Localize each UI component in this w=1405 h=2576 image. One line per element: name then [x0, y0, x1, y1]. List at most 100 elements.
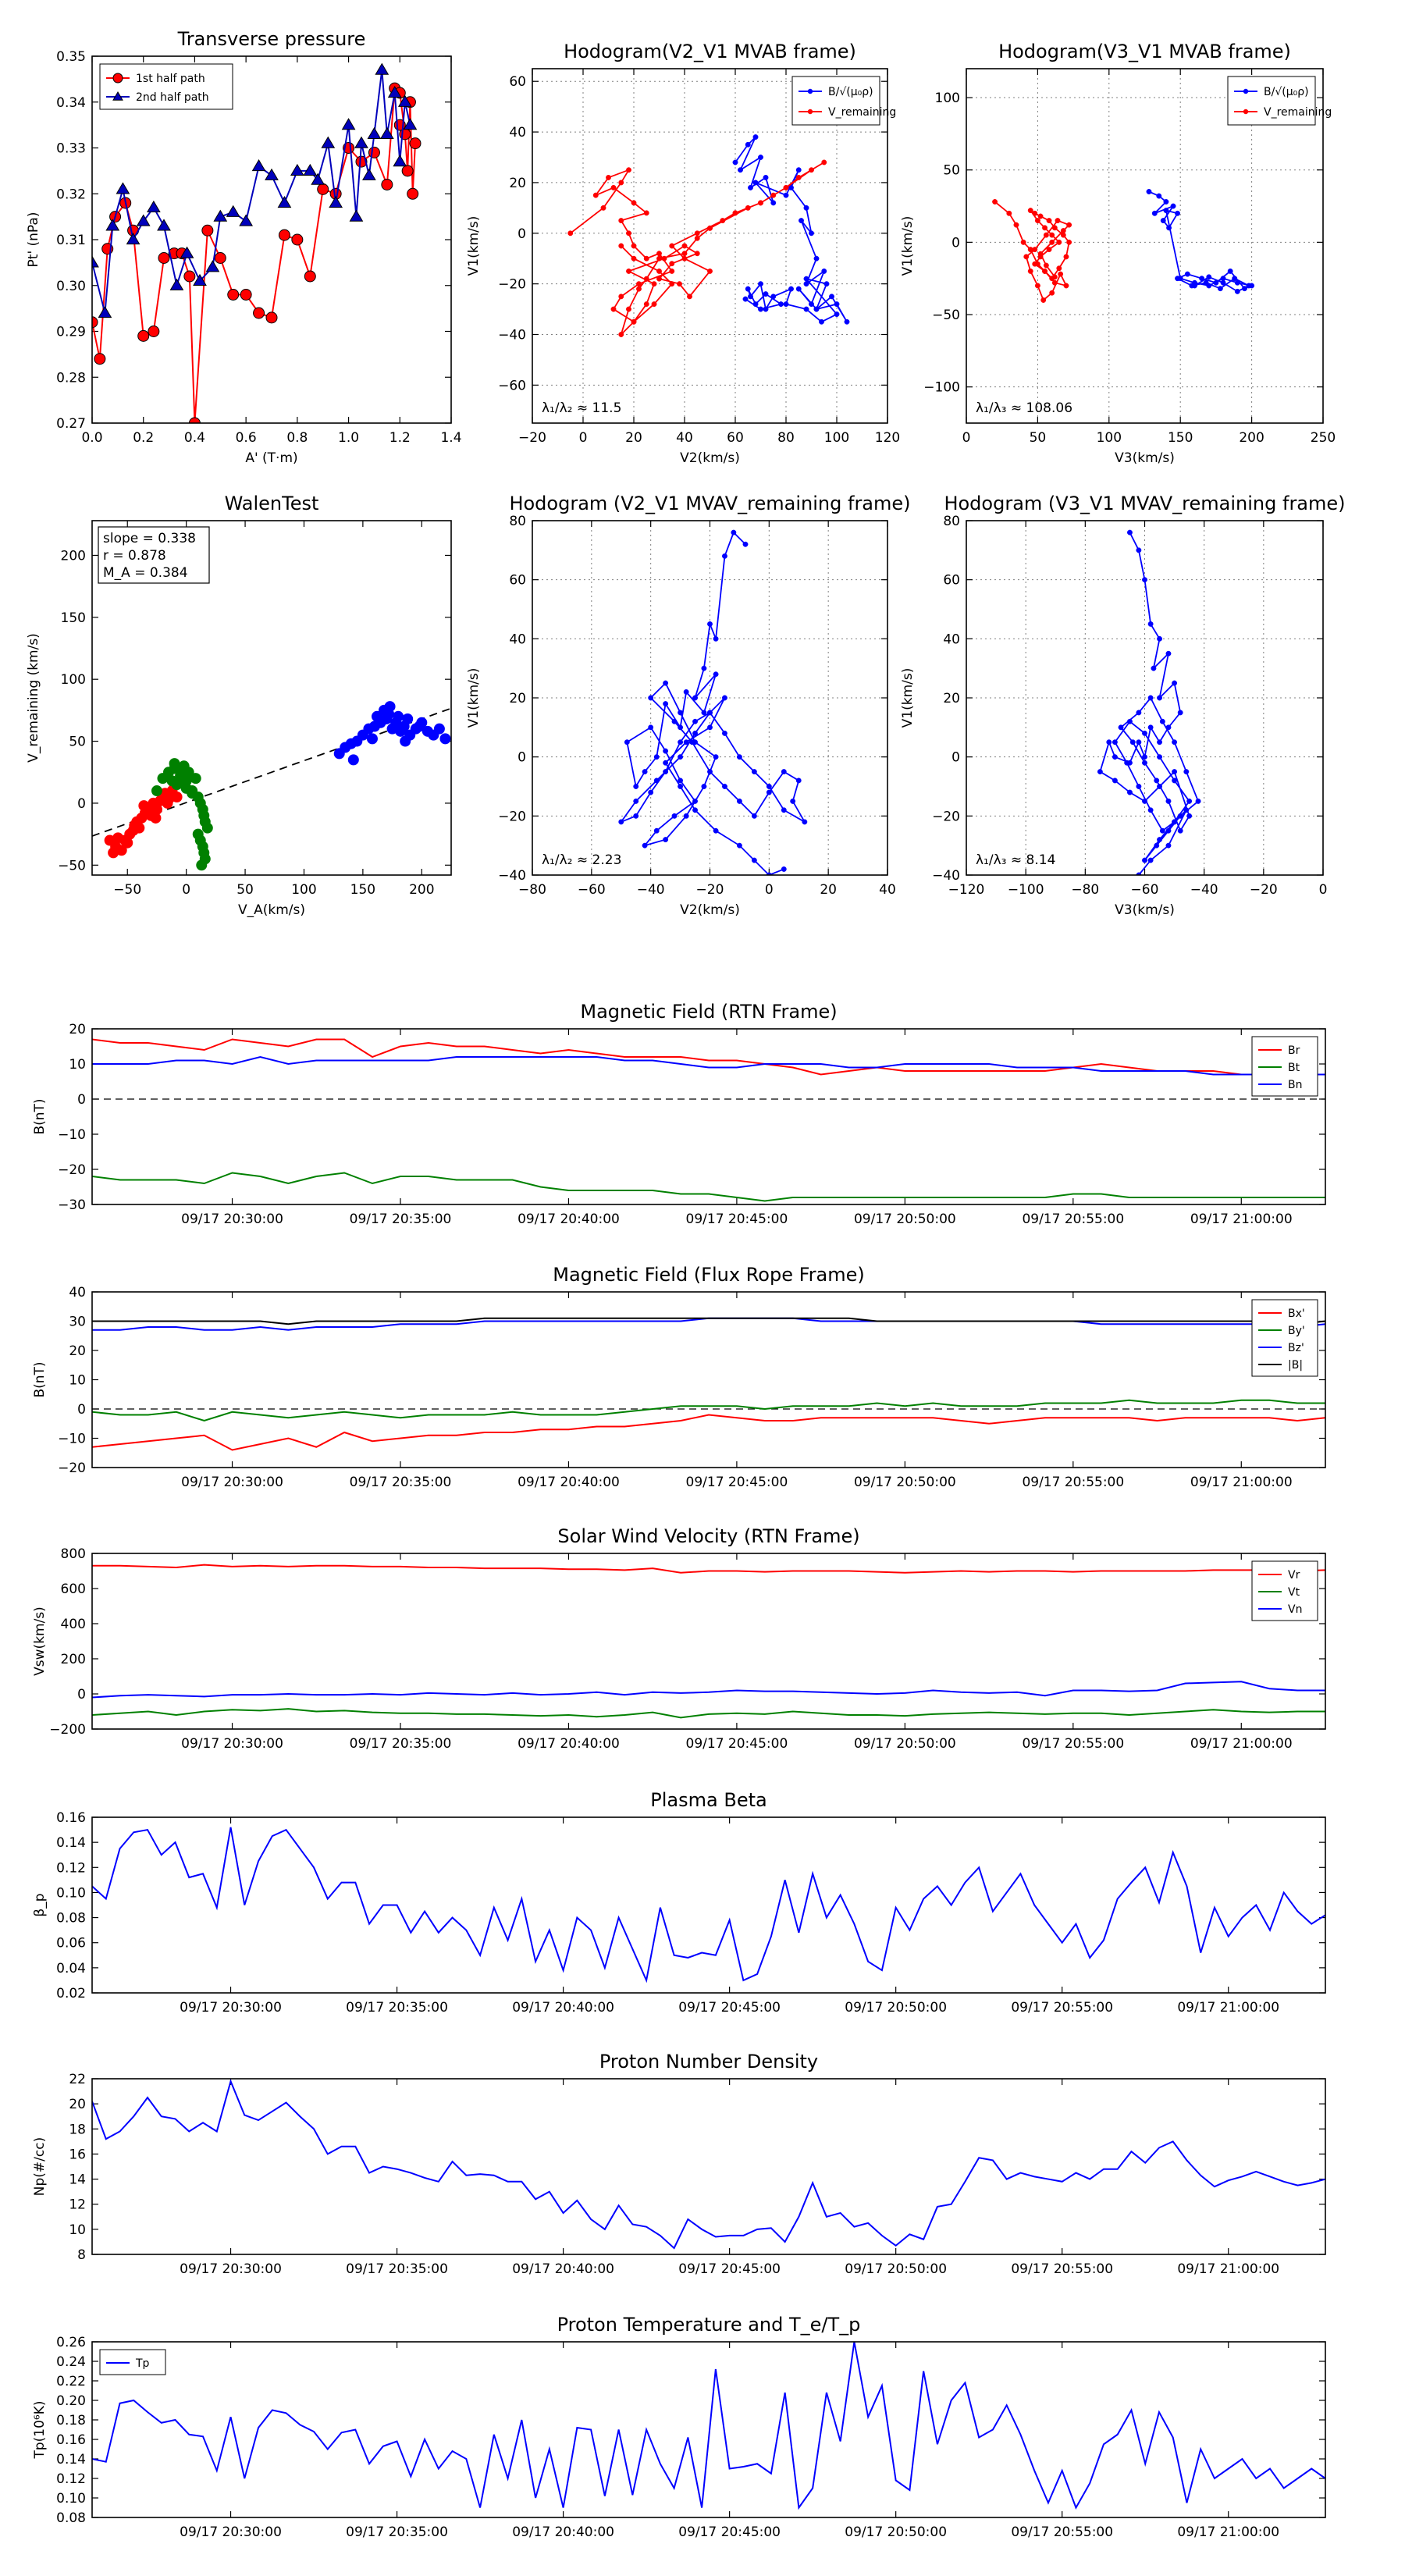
data-point — [722, 695, 727, 701]
x-tick-label: 150 — [350, 882, 375, 898]
data-point — [803, 205, 809, 211]
chart-title: Hodogram(V3_V1 MVAB frame) — [998, 41, 1291, 62]
data-point — [1147, 621, 1154, 627]
y-tick-label: −60 — [498, 378, 526, 393]
data-point — [653, 777, 660, 784]
y-axis-label: Pt' (nPa) — [26, 212, 41, 268]
data-point — [770, 192, 777, 198]
y-tick-label: 800 — [61, 1546, 86, 1562]
x-tick-label: 20 — [820, 882, 837, 898]
chart-title: Hodogram(V2_V1 MVAB frame) — [564, 41, 856, 62]
legend-label: Br — [1288, 1044, 1300, 1057]
data-point — [1166, 225, 1172, 231]
data-point — [1172, 777, 1178, 784]
data-point — [742, 541, 749, 547]
legend-box — [791, 76, 880, 126]
data-point — [1027, 268, 1033, 274]
data-point — [1177, 827, 1183, 834]
y-tick-label: −200 — [49, 1722, 86, 1738]
series-Np — [92, 2079, 1325, 2250]
data-point — [1147, 807, 1154, 813]
data-point — [1063, 283, 1069, 289]
data-point — [1136, 710, 1142, 716]
data-point — [656, 276, 662, 282]
data-point — [763, 174, 769, 180]
data-point — [783, 301, 789, 308]
data-point — [745, 286, 751, 292]
data-point — [731, 529, 737, 535]
x-axis-label: A' (T·m) — [245, 450, 297, 466]
y-tick-label: 0 — [77, 1402, 86, 1418]
data-point — [803, 281, 809, 287]
plot-area — [992, 189, 1255, 303]
data-point — [643, 210, 649, 216]
data-point — [648, 695, 654, 701]
x-tick-label: 09/17 20:55:00 — [1011, 2524, 1113, 2540]
data-point — [137, 329, 150, 342]
data-point — [1127, 789, 1133, 795]
data-point — [626, 306, 631, 312]
data-point — [663, 769, 669, 775]
stats-box-frame — [98, 526, 210, 584]
data-point — [618, 819, 624, 825]
data-point — [201, 224, 214, 237]
data-point — [265, 168, 279, 180]
y-tick-label: 200 — [61, 1652, 86, 1667]
data-point — [694, 235, 700, 241]
data-point — [707, 710, 713, 716]
y-tick-label: 30 — [69, 1315, 86, 1330]
data-point — [813, 306, 820, 312]
y-tick-label: 20 — [69, 1022, 86, 1037]
y-axis-label: Np(#/cc) — [32, 2137, 48, 2196]
data-point — [1206, 274, 1212, 280]
data-point — [397, 94, 412, 107]
data-point — [1056, 265, 1062, 272]
chart-ts_v: 09/17 20:30:00 09/17 20:35:00 09/17 20:40:… — [32, 1525, 1326, 1752]
axes-frame — [91, 2341, 1326, 2518]
data-point — [403, 118, 418, 130]
y-tick-label: 0.14 — [56, 1835, 86, 1851]
legend: B/√(μ₀ρ) V_remaining — [1227, 76, 1332, 126]
data-point — [681, 243, 688, 249]
data-point — [758, 155, 763, 160]
chart-ts_beta: 09/17 20:30:00 09/17 20:35:00 09/17 20:40:… — [32, 1789, 1326, 2016]
data-point — [1186, 798, 1193, 804]
scatter-point-red — [129, 820, 140, 831]
x-tick-label: 09/17 20:50:00 — [845, 2000, 947, 2016]
data-point — [600, 205, 606, 211]
series-|B| — [92, 1317, 1325, 1325]
data-point — [277, 196, 292, 208]
data-point — [636, 281, 642, 287]
data-point — [1157, 784, 1162, 789]
y-tick-label: 14 — [69, 2172, 86, 2188]
data-point — [656, 251, 662, 257]
x-tick-label: 09/17 20:55:00 — [1022, 1475, 1124, 1490]
data-point — [193, 273, 207, 286]
series-Vr — [92, 1564, 1325, 1574]
data-point — [1165, 842, 1172, 849]
data-point — [375, 62, 389, 75]
legend-label: Bz' — [1288, 1342, 1304, 1354]
y-tick-label: 0.16 — [56, 2432, 86, 2448]
chart-title: Hodogram (V2_V1 MVAV_remaining frame) — [509, 493, 910, 514]
y-axis-label: V1(km/s) — [466, 668, 482, 728]
data-point — [795, 777, 802, 784]
x-tick-label: 09/17 21:00:00 — [1177, 2000, 1279, 2016]
y-tick-label: 80 — [509, 514, 526, 529]
y-tick-label: 8 — [77, 2247, 86, 2263]
scatter-point-green — [151, 785, 162, 797]
data-point — [1165, 798, 1172, 804]
data-point — [1056, 239, 1062, 245]
eigenvalue-ratio: λ₁/λ₃ ≈ 108.06 — [976, 400, 1072, 416]
plot-area — [92, 1038, 1325, 1202]
data-point — [1129, 739, 1136, 745]
data-point — [1118, 724, 1124, 731]
data-point — [653, 827, 660, 834]
data-point — [648, 789, 654, 795]
scatter-point-red — [108, 847, 119, 859]
hodogram-path — [619, 531, 807, 875]
data-point — [834, 301, 840, 308]
legend-label: B/√(μ₀ρ) — [828, 86, 873, 98]
data-point — [692, 730, 698, 736]
